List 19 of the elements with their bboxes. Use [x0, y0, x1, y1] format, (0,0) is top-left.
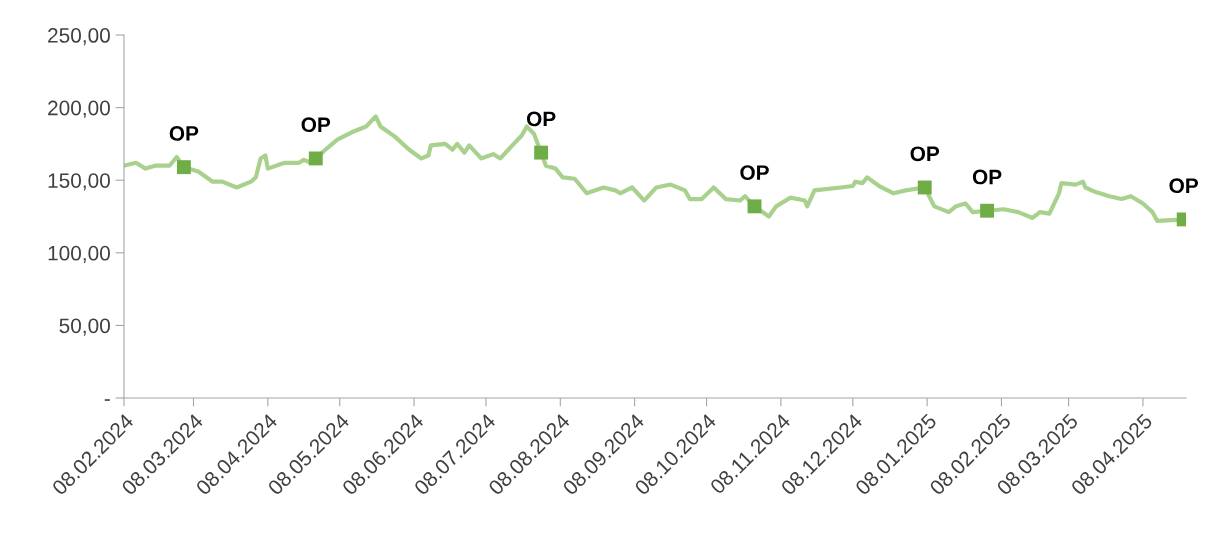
point — [534, 145, 549, 160]
y-tick-label: 200,00 — [48, 100, 110, 118]
annotation: OP — [1169, 178, 1199, 194]
annotation: OP — [972, 169, 1002, 185]
y-tick-label: 50,00 — [59, 318, 110, 336]
y-tick-label: 100,00 — [48, 245, 110, 264]
annotation: OP — [301, 117, 331, 133]
annotation: OP — [740, 165, 769, 181]
point — [747, 199, 762, 214]
point — [176, 160, 191, 175]
point — [917, 180, 932, 195]
annotation: OP — [169, 126, 199, 141]
y-tick-label: 250,00 — [48, 28, 110, 46]
annotation: OP — [910, 146, 940, 162]
point — [308, 151, 323, 166]
y-tick-label: 150,00 — [48, 173, 110, 191]
y-tick-label: - — [104, 399, 110, 401]
annotation: OP — [526, 111, 556, 127]
point — [980, 203, 995, 218]
